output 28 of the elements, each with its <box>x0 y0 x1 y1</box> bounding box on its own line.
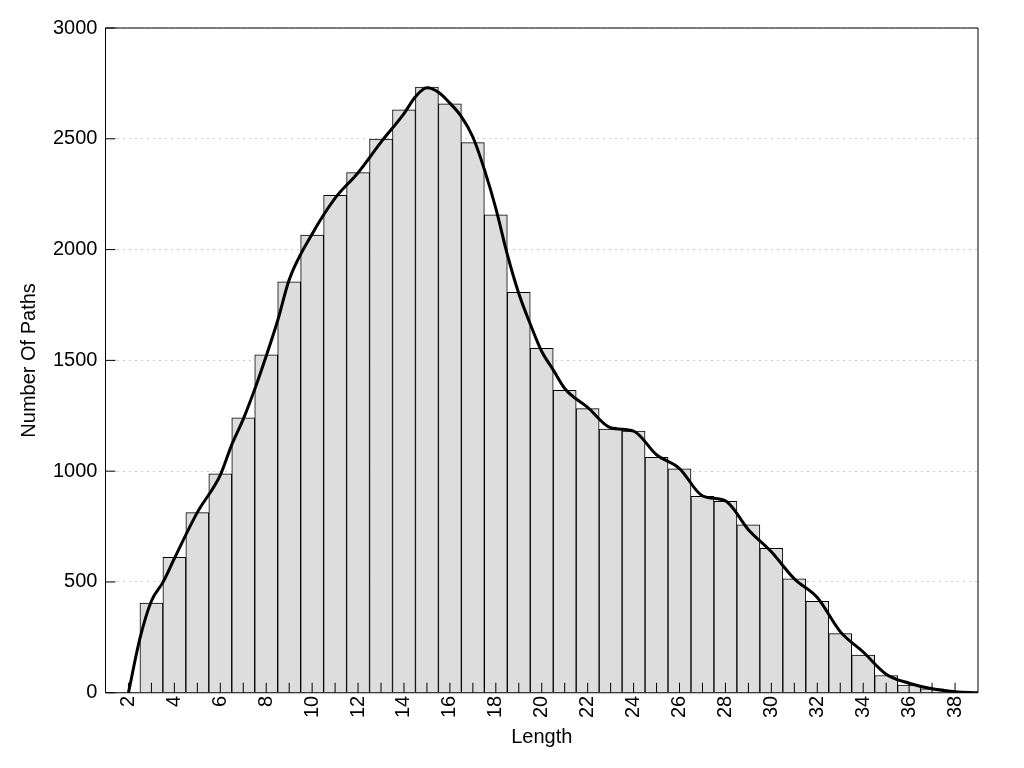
x-tick-label: 30 <box>758 695 781 718</box>
y-tick-label: 2500 <box>52 126 98 149</box>
x-tick-label: 24 <box>621 695 644 718</box>
x-tick-label: 18 <box>483 695 506 718</box>
x-axis-title: Length <box>511 724 573 747</box>
x-tick-label: 28 <box>712 695 735 718</box>
x-tick-label: 4 <box>161 695 184 707</box>
y-tick-label: 0 <box>86 680 98 703</box>
x-tick-label: 16 <box>437 695 460 718</box>
x-tick-label: 6 <box>207 695 230 707</box>
x-tick-label: 20 <box>529 695 552 718</box>
x-tick-label: 8 <box>253 695 276 707</box>
x-tick-label: 36 <box>896 695 919 718</box>
x-tick-label: 14 <box>391 695 414 718</box>
x-tick-label: 26 <box>667 695 690 718</box>
y-tick-label: 1500 <box>52 347 98 370</box>
x-tick-label: 38 <box>942 695 965 718</box>
x-tick-label: 10 <box>299 695 322 718</box>
y-axis-title: Number Of Paths <box>16 283 39 438</box>
y-tick-label: 500 <box>64 569 98 592</box>
x-tick-label: 32 <box>804 695 827 718</box>
y-tick-label: 1000 <box>52 458 98 481</box>
x-tick-label: 34 <box>850 695 873 718</box>
y-tick-label: 3000 <box>52 15 98 38</box>
x-tick-label: 12 <box>345 695 368 718</box>
y-tick-label: 2000 <box>52 237 98 260</box>
x-tick-label: 2 <box>115 695 138 707</box>
x-tick-label: 22 <box>575 695 598 718</box>
